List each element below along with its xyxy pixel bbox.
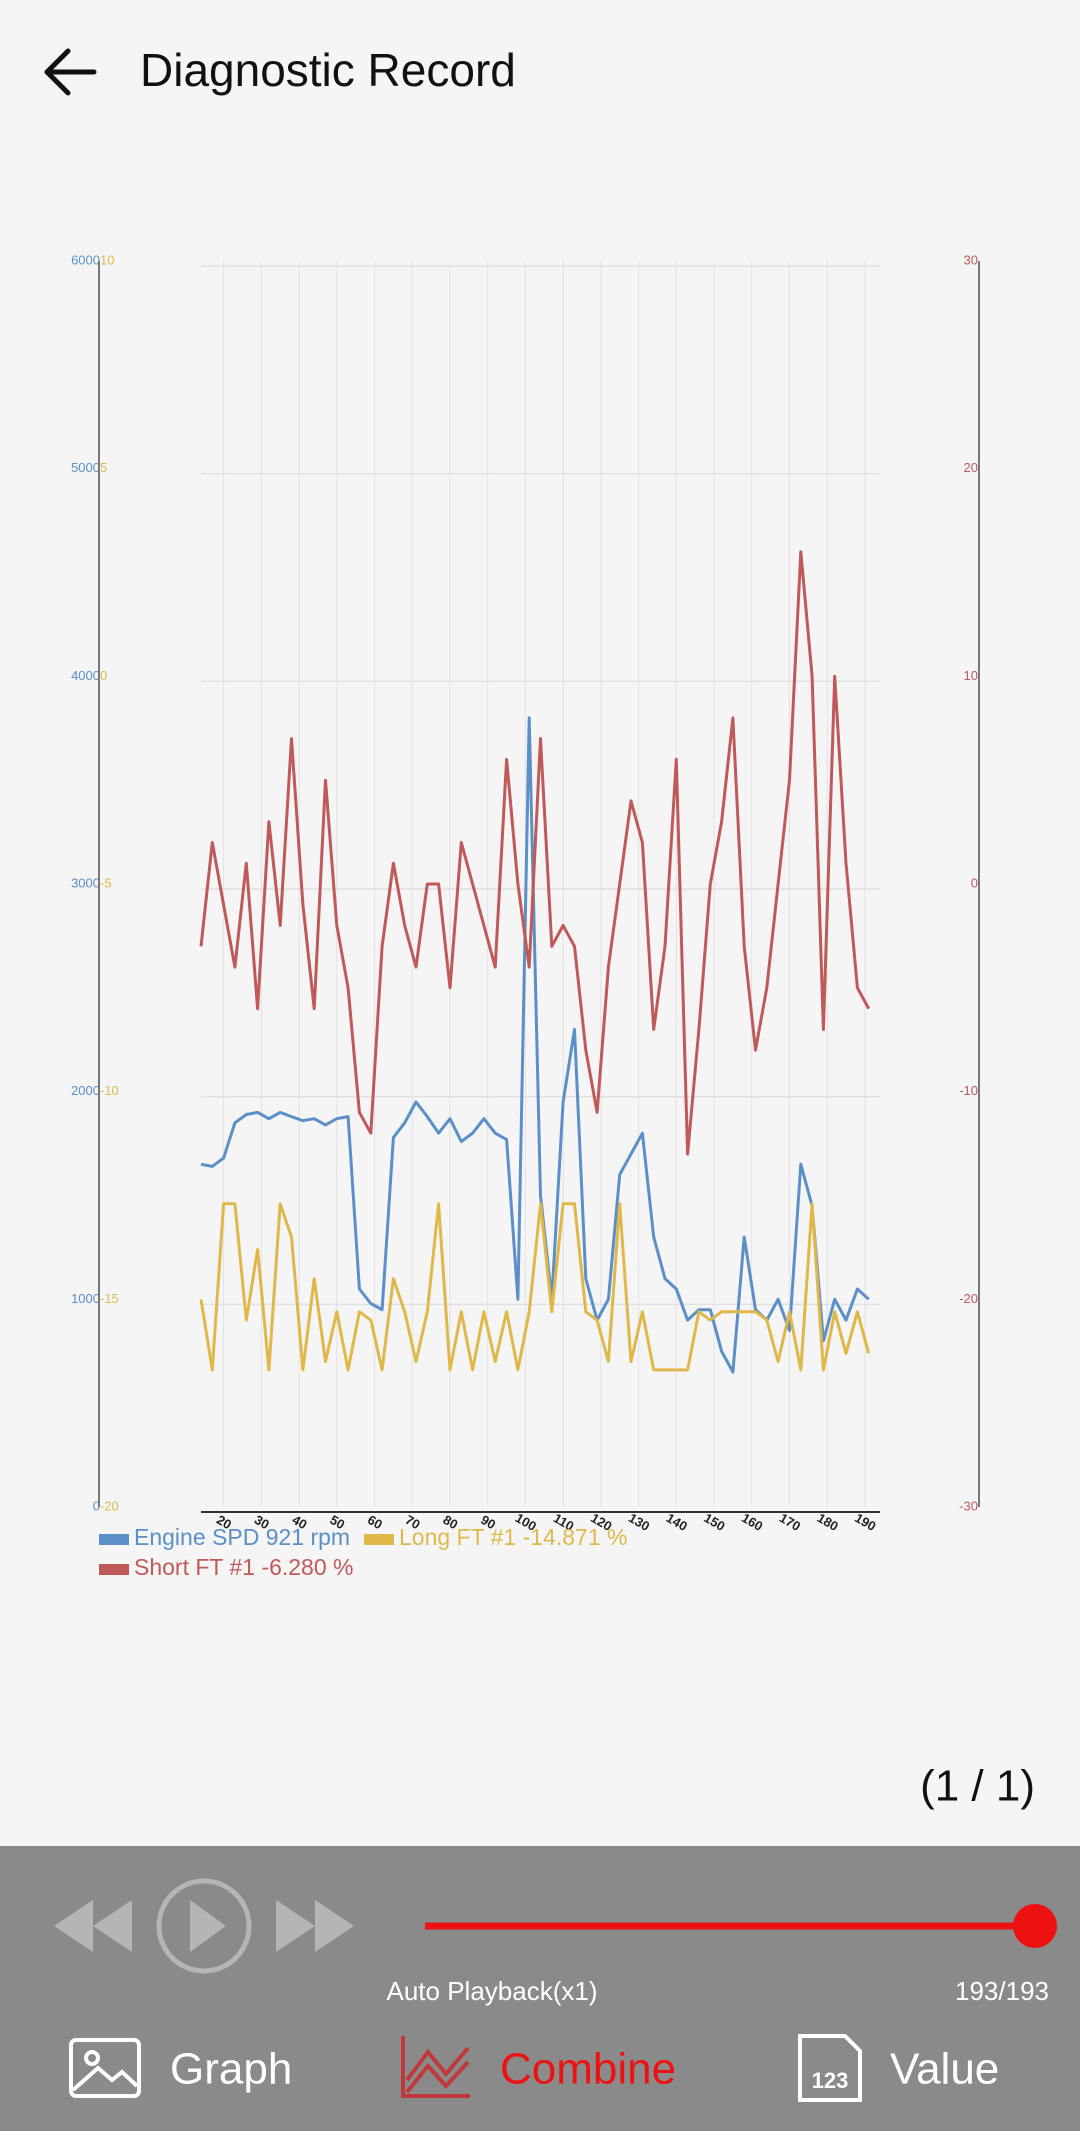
value-icon (798, 2034, 862, 2102)
tab-label: Combine (500, 2045, 676, 2094)
series-line (199, 1202, 871, 1372)
legend-label: Short FT #1 -6.280 % (134, 1554, 353, 1580)
y-tick-label: 0 (93, 1498, 100, 1513)
play-button[interactable] (156, 1878, 252, 1974)
value-icon-label: 123 (812, 2068, 849, 2093)
playback-position: 193/193 (955, 1976, 1049, 2006)
graph-icon (69, 2038, 141, 2098)
y3-tick-label: -20 (100, 1498, 119, 1513)
x-tick-label: 30 (252, 1512, 272, 1532)
series-line (199, 550, 871, 1156)
x-tick-label: 80 (440, 1512, 460, 1532)
page-indicator: (1 / 1) (920, 1762, 1035, 1811)
playback-mode: Auto Playback(x1) (387, 1976, 598, 2006)
y3-tick-label: 5 (100, 460, 107, 475)
legend-swatch (99, 1534, 129, 1545)
rewind-button[interactable] (54, 1900, 132, 1952)
x-tick-label: 90 (478, 1512, 498, 1532)
legend-swatch (364, 1534, 394, 1545)
combine-icon (401, 2036, 470, 2098)
y-tick-label: 3000 (71, 875, 100, 890)
y3-tick-label: -15 (100, 1291, 119, 1306)
legend-label: Engine SPD 921 rpm (134, 1524, 350, 1550)
x-tick-label: 40 (290, 1512, 310, 1532)
y3-tick-label: -10 (100, 1083, 119, 1098)
legend-swatch (99, 1564, 129, 1575)
y3-tick-label: 10 (100, 252, 114, 267)
y2-tick-label: -10 (959, 1083, 978, 1098)
y2-tick-label: 10 (964, 668, 978, 683)
chart: 20 30 40 50 60 70 80 90 100 110 120 130 140 150 160 170… (71, 252, 980, 1580)
y2-tick-label: -30 (959, 1498, 978, 1513)
y2-tick-label: 20 (964, 460, 978, 475)
page-title: Diagnostic Record (140, 44, 516, 96)
x-tick-label: 50 (327, 1512, 347, 1532)
y2-tick-label: 30 (964, 252, 978, 267)
y-tick-label: 6000 (71, 252, 100, 267)
x-tick-label: 20 (214, 1512, 234, 1532)
tab-label: Graph (170, 2045, 292, 2094)
y-tick-label: 1000 (71, 1291, 100, 1306)
y2-tick-label: -20 (959, 1291, 978, 1306)
x-tick-label: 70 (403, 1512, 423, 1532)
y-tick-label: 4000 (71, 668, 100, 683)
tab-label: Value (890, 2045, 999, 2094)
y2-tick-label: 0 (971, 875, 978, 890)
y-tick-label: 2000 (71, 1083, 100, 1098)
legend-label: Long FT #1 -14.871 % (399, 1524, 627, 1550)
forward-button[interactable] (276, 1900, 354, 1952)
y3-tick-label: 0 (100, 668, 107, 683)
back-button[interactable] (44, 48, 97, 96)
y3-tick-label: -5 (100, 875, 112, 890)
y-tick-label: 5000 (71, 460, 100, 475)
player-bar (0, 1846, 1080, 2131)
x-tick-label: 60 (365, 1512, 385, 1532)
slider-thumb[interactable] (1013, 1904, 1057, 1948)
